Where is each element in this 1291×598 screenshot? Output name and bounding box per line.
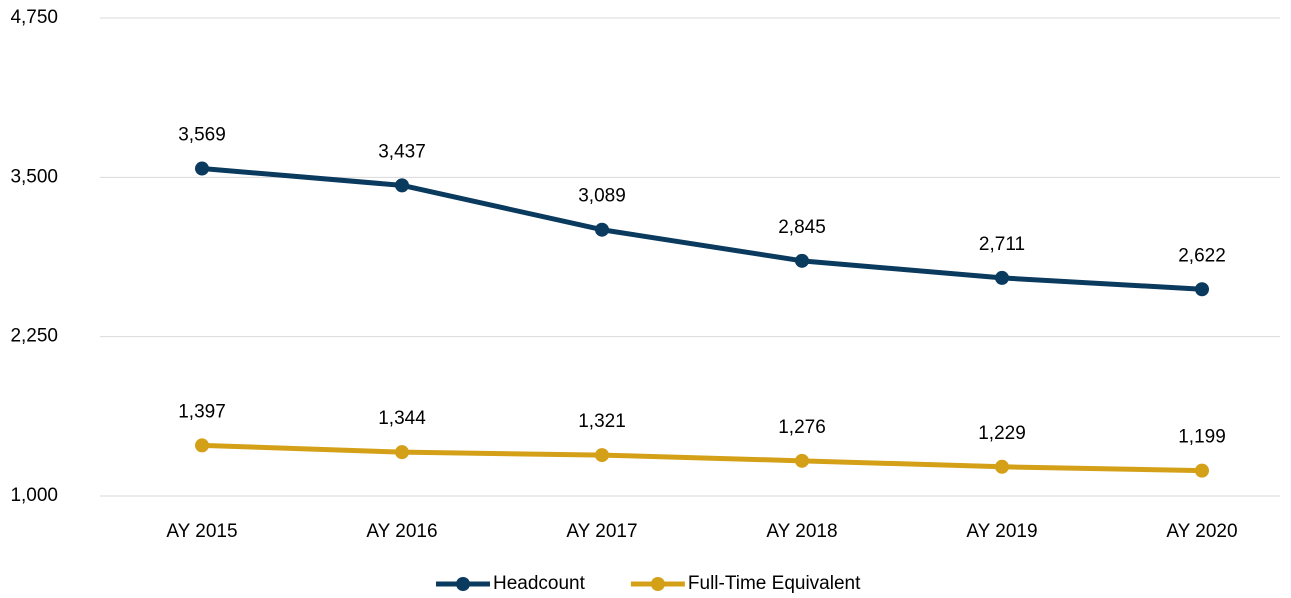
- x-tick-label: AY 2018: [766, 521, 837, 542]
- y-tick-label: 4,750: [10, 7, 58, 28]
- x-tick-label: AY 2019: [966, 521, 1037, 542]
- data-label: 2,711: [979, 234, 1025, 255]
- legend-marker: [650, 577, 665, 591]
- data-point: [1195, 463, 1209, 478]
- data-label: 3,569: [178, 125, 226, 146]
- data-point: [195, 161, 209, 176]
- x-tick-label: AY 2020: [1166, 521, 1237, 542]
- data-label: 1,344: [378, 408, 426, 429]
- data-label: 1,229: [978, 423, 1026, 444]
- data-label: 1,276: [778, 417, 826, 438]
- data-label: 1,397: [178, 401, 226, 422]
- data-label: 2,845: [778, 217, 826, 238]
- data-label: 1,321: [578, 411, 626, 432]
- series-line: [201, 166, 1203, 292]
- legend-marker: [456, 577, 470, 591]
- data-point: [595, 448, 609, 463]
- data-point: [995, 270, 1009, 285]
- legend-label: Full-Time Equivalent: [688, 573, 861, 594]
- data-point: [395, 178, 409, 193]
- data-point: [195, 438, 209, 453]
- data-label: 3,089: [578, 186, 626, 207]
- series-line: [201, 442, 1203, 474]
- x-tick-label: AY 2016: [366, 521, 437, 542]
- legend-label: Headcount: [493, 573, 586, 594]
- x-tick-label: AY 2015: [166, 521, 237, 542]
- data-label: 2,622: [1178, 245, 1226, 266]
- y-tick-label: 1,000: [10, 485, 58, 506]
- data-point: [795, 253, 809, 268]
- data-label: 1,199: [1178, 427, 1226, 448]
- y-tick-label: 2,250: [10, 326, 58, 347]
- data-point: [795, 453, 809, 468]
- x-tick-label: AY 2017: [566, 521, 637, 542]
- y-tick-label: 3,500: [10, 166, 58, 187]
- data-point: [595, 222, 609, 237]
- data-point: [1195, 282, 1209, 297]
- data-point: [995, 459, 1009, 474]
- data-label: 3,437: [378, 141, 426, 162]
- data-point: [395, 445, 409, 460]
